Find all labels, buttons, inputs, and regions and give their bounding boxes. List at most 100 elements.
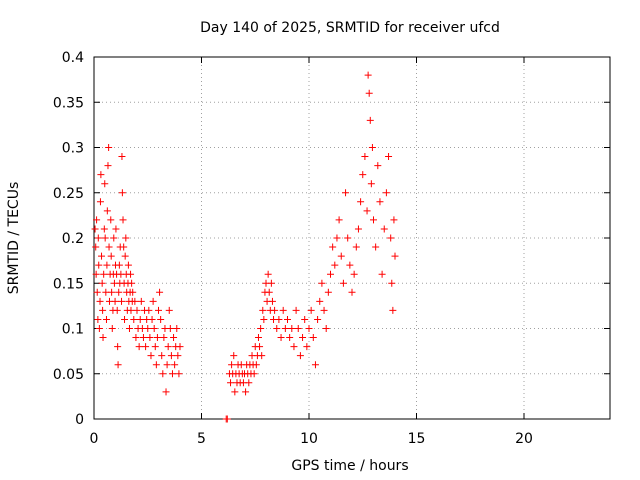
data-point (331, 261, 339, 269)
data-point (354, 225, 362, 233)
data-point (309, 334, 317, 342)
data-point (102, 315, 110, 323)
data-point (162, 388, 170, 396)
data-point (158, 352, 166, 360)
data-point (387, 234, 395, 242)
data-point (129, 288, 137, 296)
data-point (284, 315, 291, 323)
data-point (150, 325, 158, 332)
data-point (160, 334, 168, 342)
data-point (156, 288, 164, 296)
data-point (314, 315, 322, 323)
data-point (258, 352, 266, 360)
y-tick-label: 0.2 (62, 231, 84, 247)
data-point (105, 144, 113, 151)
data-point (245, 379, 253, 387)
data-point (254, 334, 262, 342)
data-point (390, 216, 398, 224)
data-point (322, 325, 330, 332)
data-point (104, 162, 112, 170)
y-tick-label: 0.05 (53, 367, 84, 383)
data-point (113, 306, 121, 314)
data-point (277, 334, 285, 342)
data-point (335, 216, 343, 224)
data-point (374, 162, 382, 170)
data-point (265, 288, 273, 296)
data-point (382, 189, 390, 197)
data-point (131, 297, 139, 305)
data-point (118, 153, 126, 161)
y-tick-label: 0.25 (53, 186, 84, 202)
data-point (259, 306, 267, 314)
data-point (114, 343, 122, 351)
data-point (264, 270, 272, 278)
data-point (98, 252, 106, 260)
data-point (257, 325, 265, 332)
data-point (103, 207, 111, 215)
data-point (227, 379, 235, 387)
data-point (121, 252, 129, 260)
data-point (170, 334, 178, 342)
data-point (223, 415, 231, 423)
data-point (96, 297, 104, 305)
data-point (93, 288, 101, 296)
data-point (94, 315, 102, 323)
data-point (388, 279, 396, 287)
data-point (92, 270, 100, 278)
data-point (327, 270, 334, 278)
data-point (164, 343, 172, 351)
data-point (275, 315, 283, 323)
data-point (94, 234, 102, 242)
data-point (120, 243, 128, 251)
data-point (107, 252, 115, 260)
data-point (260, 315, 268, 323)
data-point (348, 288, 356, 296)
data-point (165, 306, 173, 314)
data-point (139, 334, 147, 342)
data-point (286, 334, 294, 342)
data-point (107, 216, 115, 224)
data-point (344, 234, 352, 242)
data-point (290, 343, 298, 351)
data-point (364, 71, 372, 79)
data-point (144, 325, 152, 332)
data-point (142, 343, 150, 351)
x-tick-label: 20 (515, 431, 533, 447)
data-point (299, 334, 307, 342)
x-tick-label: 5 (197, 431, 206, 447)
y-tick-label: 0.35 (53, 95, 84, 111)
data-point (96, 198, 104, 206)
y-tick-label: 0.4 (62, 50, 84, 66)
data-point (112, 225, 120, 233)
data-point (132, 334, 140, 342)
data-point (175, 370, 183, 378)
data-point (171, 361, 179, 369)
y-tick-label: 0 (75, 412, 84, 428)
x-axis-label: GPS time / hours (291, 458, 408, 474)
data-point (228, 361, 236, 369)
x-tick-label: 0 (90, 431, 99, 447)
data-point (101, 234, 109, 242)
y-tick-label: 0.1 (62, 322, 84, 338)
y-tick-label: 0.3 (62, 141, 84, 157)
data-point (337, 252, 345, 260)
data-point (173, 325, 181, 332)
x-tick-label: 10 (300, 431, 318, 447)
data-point (372, 243, 380, 251)
grid-lines (94, 57, 610, 419)
data-point (100, 270, 108, 278)
data-point (250, 370, 258, 378)
data-point (130, 315, 138, 323)
data-point (100, 225, 108, 233)
data-point (279, 306, 287, 314)
data-point (365, 89, 373, 97)
data-point (311, 361, 319, 369)
data-point (149, 297, 157, 305)
data-point (136, 315, 144, 323)
data-point (91, 225, 99, 233)
data-point (159, 370, 167, 378)
y-axis-label: SRMTID / TECUs (6, 182, 22, 295)
data-point (268, 297, 276, 305)
data-point (105, 243, 113, 251)
